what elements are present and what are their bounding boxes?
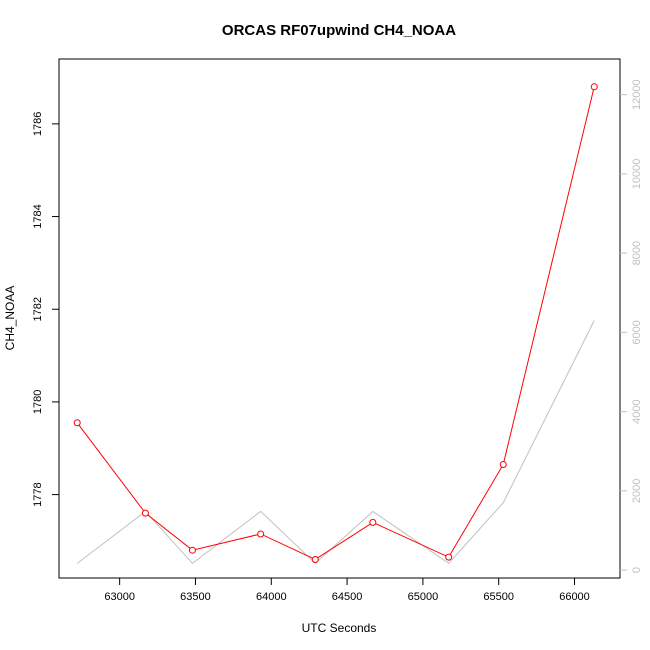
y2-tick-label: 10000 bbox=[631, 159, 643, 190]
x-tick-label: 64000 bbox=[256, 591, 287, 603]
x-tick-label: 65000 bbox=[408, 591, 439, 603]
data-point bbox=[445, 553, 453, 561]
data-point bbox=[590, 83, 598, 91]
plot-frame bbox=[58, 58, 621, 579]
x-tick-label: 66000 bbox=[559, 591, 590, 603]
series-layer bbox=[73, 83, 598, 565]
y2-tick-label: 4000 bbox=[631, 399, 643, 423]
x-tick-label: 63500 bbox=[180, 591, 211, 603]
y2-tick-label: 8000 bbox=[631, 241, 643, 265]
y-axis-label: CH4_NOAA bbox=[3, 286, 17, 351]
data-point bbox=[141, 509, 149, 517]
data-point bbox=[369, 518, 377, 526]
y-tick-label: 1780 bbox=[32, 390, 44, 414]
y-tick-label: 1786 bbox=[32, 112, 44, 136]
x-tick-label: 63000 bbox=[104, 591, 135, 603]
x-axis-label: UTC Seconds bbox=[302, 621, 377, 635]
y-tick-label: 1784 bbox=[32, 204, 44, 228]
y-axis-left: 1778 1780 1782 1784 1786 bbox=[32, 112, 59, 507]
y-axis-right: 0 2000 4000 6000 8000 10000 12000 bbox=[620, 79, 643, 573]
y2-tick-label: 6000 bbox=[631, 320, 643, 344]
data-point bbox=[188, 546, 196, 554]
data-point bbox=[311, 555, 319, 563]
x-axis: 63000 63500 64000 64500 65000 65500 66000 bbox=[104, 578, 590, 603]
series-line-right bbox=[76, 320, 595, 565]
data-point bbox=[499, 460, 507, 468]
y2-tick-label: 2000 bbox=[631, 479, 643, 503]
x-tick-label: 64500 bbox=[332, 591, 363, 603]
data-point bbox=[257, 530, 265, 538]
series-line-left bbox=[76, 86, 595, 561]
y2-tick-label: 12000 bbox=[631, 79, 643, 110]
x-tick-label: 65500 bbox=[483, 591, 514, 603]
y-tick-label: 1782 bbox=[32, 297, 44, 321]
y-tick-label: 1778 bbox=[32, 482, 44, 506]
data-point bbox=[73, 419, 81, 427]
y2-tick-label: 0 bbox=[631, 567, 643, 573]
chart-title: ORCAS RF07upwind CH4_NOAA bbox=[222, 22, 456, 39]
